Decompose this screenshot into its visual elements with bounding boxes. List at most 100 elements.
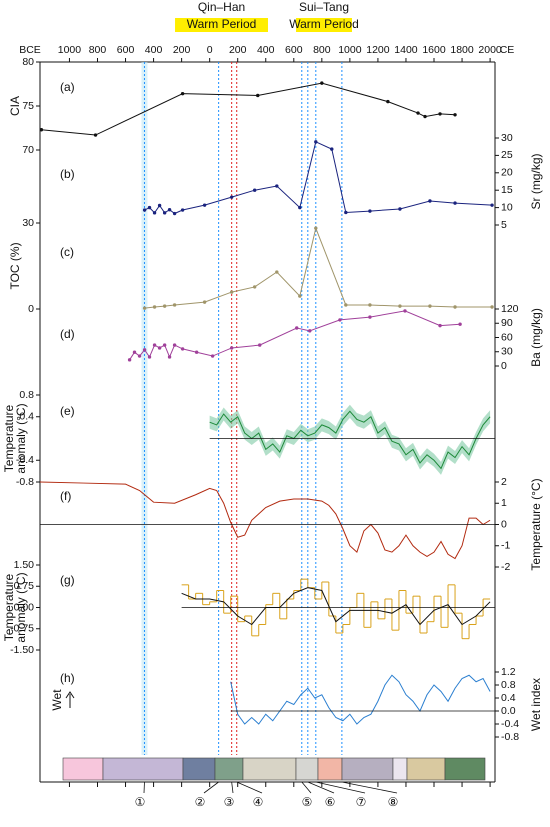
period-block (63, 758, 103, 780)
data-point (253, 189, 256, 192)
panel-letter: (f) (60, 489, 71, 503)
data-point (143, 208, 146, 211)
data-point (275, 270, 278, 273)
data-point (168, 355, 171, 358)
data-point (173, 303, 176, 306)
annotation: Wet (50, 689, 64, 711)
period-block (342, 758, 393, 780)
wet-arrow (66, 692, 74, 708)
x-tick-label: 1600 (422, 44, 446, 56)
data-point (173, 343, 176, 346)
x-tick-label: 1400 (394, 44, 418, 56)
data-point (203, 300, 206, 303)
period-block (393, 758, 407, 780)
data-point (256, 94, 259, 97)
event-label: ⑤ (302, 795, 313, 809)
event-label: ③ (224, 795, 235, 809)
panel-letter: (a) (60, 80, 75, 94)
data-point (438, 324, 441, 327)
x-suffix: CE (500, 44, 515, 56)
period-label: Sui–Tang (299, 0, 349, 14)
y-axis-label: Sr (mg/kg) (529, 153, 543, 209)
y-axis-label: anomaly (°C) (14, 572, 28, 642)
y-tick-label: -2 (501, 561, 510, 573)
y-tick-label: 0.4 (501, 692, 516, 704)
y-tick-label: 120 (501, 303, 519, 315)
y-tick-label: 0.0 (501, 705, 516, 717)
x-tick-label: 400 (257, 44, 275, 56)
y-axis-label: Temperature (°C) (529, 478, 543, 570)
data-line (231, 675, 490, 724)
data-point (163, 211, 166, 214)
y-tick-label: 10 (501, 201, 513, 213)
event-leader (232, 782, 233, 793)
y-tick-label: 30 (501, 346, 513, 358)
y-axis-label: CIA (8, 96, 22, 116)
event-leader (316, 782, 365, 793)
x-tick-label: 800 (313, 44, 331, 56)
y-tick-label: 30 (22, 217, 34, 229)
period-block (445, 758, 485, 780)
data-point (148, 355, 151, 358)
data-point (275, 184, 278, 187)
y-axis-label: TOC (%) (8, 242, 22, 289)
data-point (428, 304, 431, 307)
period-block (296, 758, 318, 780)
data-point (181, 208, 184, 211)
data-point (163, 304, 166, 307)
y-tick-label: -1.50 (10, 644, 34, 656)
data-point (398, 304, 401, 307)
data-point (386, 100, 389, 103)
data-point (490, 203, 493, 206)
data-point (138, 354, 141, 357)
event-leader (237, 782, 262, 793)
data-point (295, 326, 298, 329)
data-point (173, 212, 176, 215)
data-point (428, 199, 431, 202)
data-point (230, 290, 233, 293)
data-point (330, 147, 333, 150)
data-point (368, 315, 371, 318)
y-tick-label: 0.8 (19, 389, 34, 401)
event-label: ② (195, 795, 206, 809)
event-label: ⑥ (325, 795, 336, 809)
data-point (314, 140, 317, 143)
data-line (145, 228, 492, 308)
period-block (407, 758, 445, 780)
data-point (133, 351, 136, 354)
event-label: ⑦ (356, 795, 367, 809)
y-axis-label: Ba (mg/kg) (529, 308, 543, 367)
data-point (158, 204, 161, 207)
y-tick-label: 15 (501, 184, 513, 196)
data-point (423, 115, 426, 118)
y-tick-label: 90 (501, 317, 513, 329)
data-point (153, 343, 156, 346)
data-point (258, 343, 261, 346)
y-tick-label: 0 (28, 303, 34, 315)
data-point (458, 323, 461, 326)
data-point (148, 206, 151, 209)
panel-letter: (b) (60, 167, 75, 181)
y-tick-label: 75 (22, 100, 34, 112)
y-tick-label: 60 (501, 331, 513, 343)
y-tick-label: 0 (501, 518, 507, 530)
data-point (181, 347, 184, 350)
data-point (230, 195, 233, 198)
period-block (103, 758, 183, 780)
period-label: Qin–Han (198, 0, 245, 14)
event-leader (342, 782, 397, 793)
data-point (153, 211, 156, 214)
panel-letter: (g) (60, 573, 75, 587)
y-tick-label: 1 (501, 497, 507, 509)
x-tick-label: 1000 (58, 44, 82, 56)
data-point (94, 133, 97, 136)
data-point (416, 111, 419, 114)
data-point (438, 112, 441, 115)
data-point (338, 318, 341, 321)
y-tick-label: -0.8 (501, 731, 519, 743)
x-tick-label: 600 (285, 44, 303, 56)
event-label: ① (135, 795, 146, 809)
x-tick-label: 600 (117, 44, 135, 56)
x-tick-label: 0 (207, 44, 213, 56)
period-label: Warm Period (289, 17, 359, 31)
